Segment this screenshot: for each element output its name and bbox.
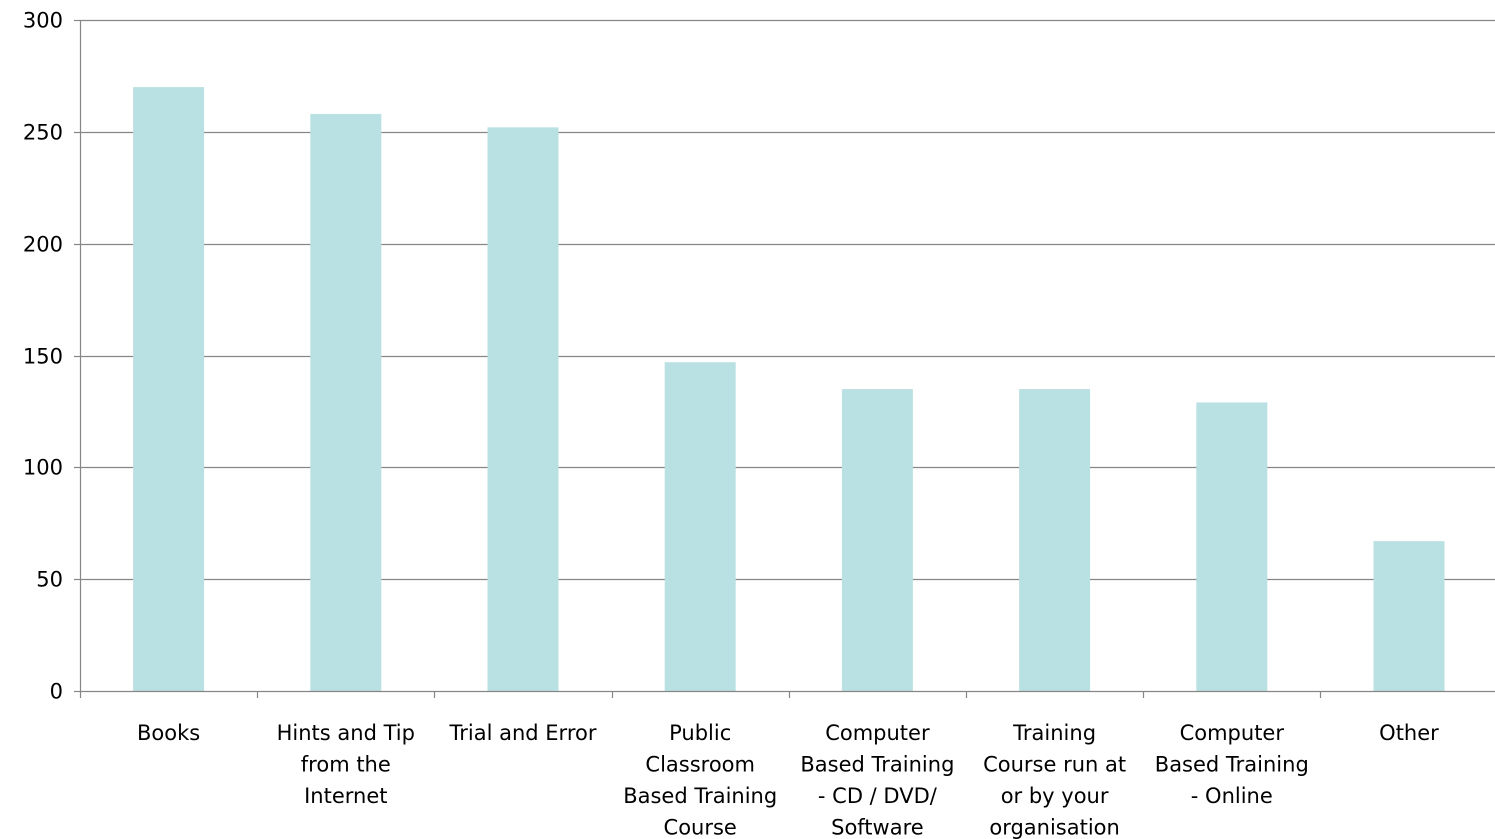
bar-1 <box>133 87 205 692</box>
x-category-label-line: Course run at <box>983 753 1126 777</box>
x-category-label: Books <box>137 721 200 745</box>
x-category-label-line: Public <box>669 721 731 745</box>
y-axis-tick-labels: 0 50 100 150 200 250 300 <box>23 9 63 704</box>
x-category-label-line: Other <box>1379 721 1439 745</box>
x-category-label-line: - CD / DVD/ <box>818 784 938 808</box>
bar-5 <box>841 389 913 691</box>
x-category-label: Trial and Error <box>449 721 597 745</box>
axes <box>74 19 1495 698</box>
x-category-label-line: Trial and Error <box>449 721 597 745</box>
y-tick-label: 200 <box>23 233 63 257</box>
bars <box>133 87 1445 692</box>
x-category-label-line: organisation <box>989 816 1120 839</box>
x-category-label-line: Books <box>137 721 200 745</box>
bar-6 <box>1019 389 1091 691</box>
x-axis-category-labels: Books Hints and Tip from the Internet Trial … <box>137 721 1439 839</box>
bar-3 <box>487 127 559 692</box>
x-category-label-line: Based Training <box>623 784 777 808</box>
y-tick-label: 0 <box>50 680 63 704</box>
x-category-label-line: from the <box>301 753 391 777</box>
x-category-label: Training Course run at or by your organisat… <box>983 721 1126 839</box>
bar-4 <box>664 362 736 691</box>
x-category-label-line: Computer <box>825 721 930 745</box>
x-category-label-line: Software <box>831 816 924 839</box>
x-category-label: Hints and Tip from the Internet <box>277 721 415 808</box>
x-category-label-line: Course <box>664 816 737 839</box>
bar-7 <box>1196 402 1268 691</box>
x-category-label: Computer Based Training - CD / DVD/Softwar… <box>800 721 954 839</box>
x-category-label: Public Classroom Based Training Course <box>623 721 777 839</box>
x-category-label-line: or by your <box>1001 784 1109 808</box>
x-category-label-line: Training <box>1012 721 1096 745</box>
y-tick-label: 300 <box>23 9 63 33</box>
y-tick-label: 100 <box>23 456 63 480</box>
x-category-label-line: - Online <box>1191 784 1273 808</box>
y-tick-label: 250 <box>23 121 63 145</box>
bar-8 <box>1373 541 1445 691</box>
y-tick-label: 50 <box>36 568 63 592</box>
x-category-label-line: Internet <box>304 784 387 808</box>
bar-2 <box>310 113 382 691</box>
x-category-label-line: Classroom <box>645 753 755 777</box>
x-category-label: Other <box>1379 721 1439 745</box>
x-category-label-line: Hints and Tip <box>277 721 415 745</box>
x-category-label: Computer Based Training - Online <box>1155 721 1309 808</box>
x-category-label-line: Computer <box>1180 721 1285 745</box>
x-category-label-line: Based Training <box>1155 753 1309 777</box>
y-tick-label: 150 <box>23 345 63 369</box>
gridlines <box>80 19 1495 581</box>
x-category-label-line: Based Training <box>800 753 954 777</box>
